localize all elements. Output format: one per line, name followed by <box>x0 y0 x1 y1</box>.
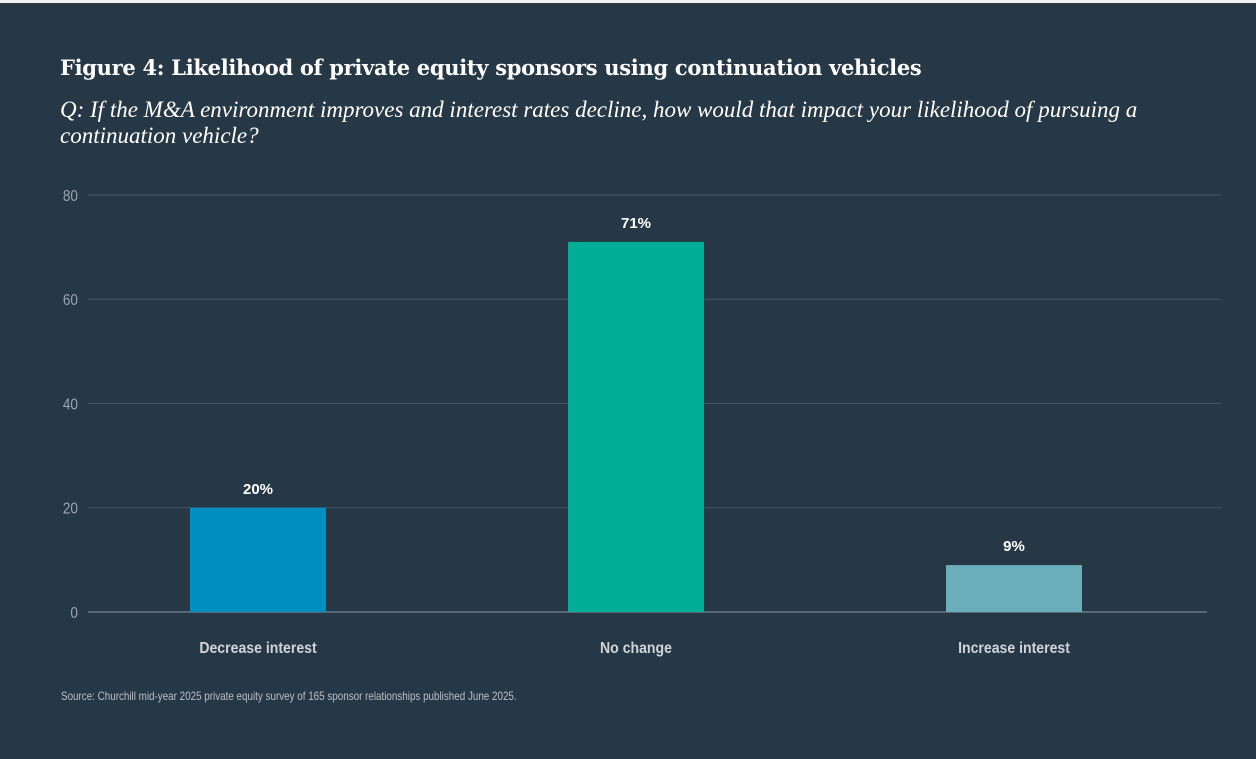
data-label: 9% <box>1003 538 1025 555</box>
y-tick-label: 80 <box>63 188 78 205</box>
y-tick-label: 20 <box>63 501 78 518</box>
chart-subtitle: Q: If the M&A environment improves and i… <box>60 97 1138 148</box>
bar-chart: 0 20 40 60 80 20% Decrease interest 71% No chang… <box>63 188 1221 657</box>
x-tick-label: Increase interest <box>958 639 1070 657</box>
data-label: 71% <box>621 215 651 232</box>
y-tick-label: 60 <box>63 292 78 309</box>
y-tick-label: 40 <box>63 397 78 414</box>
source-note: Source: Churchill mid-year 2025 private … <box>61 689 517 703</box>
bar-decrease-interest <box>190 507 326 612</box>
chart-title: Figure 4: Likelihood of private equity s… <box>60 55 922 80</box>
data-label: 20% <box>243 481 273 498</box>
bar-increase-interest <box>946 565 1082 612</box>
x-tick-label: Decrease interest <box>199 639 316 657</box>
bar-no-change <box>568 241 704 612</box>
x-tick-label: No change <box>600 639 672 657</box>
y-tick-label: 0 <box>70 605 78 622</box>
